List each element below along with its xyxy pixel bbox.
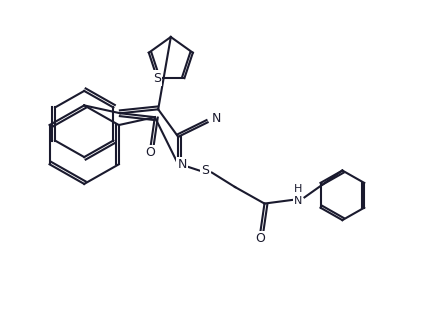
Text: N: N [178, 158, 187, 171]
Text: S: S [202, 164, 210, 177]
Text: O: O [256, 232, 265, 245]
Text: N: N [211, 112, 221, 125]
Text: H
N: H N [294, 184, 302, 206]
Text: O: O [146, 146, 156, 159]
Text: S: S [153, 72, 161, 85]
